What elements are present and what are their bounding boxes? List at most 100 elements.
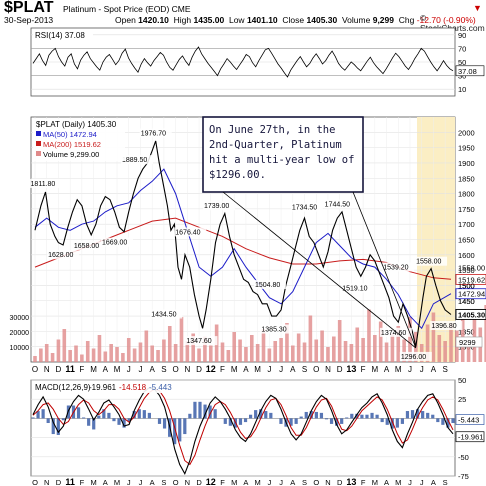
macd-histogram-bar bbox=[198, 401, 202, 419]
macd-tick-label: -50 bbox=[458, 453, 469, 462]
macd-histogram-bar bbox=[162, 418, 167, 429]
macd-x-tick-label: 11 bbox=[65, 477, 75, 486]
ma50-last-label: 1472.94 bbox=[458, 290, 485, 299]
volume-bar bbox=[291, 345, 295, 362]
price-label-bg bbox=[415, 256, 448, 266]
volume-bar bbox=[80, 354, 84, 362]
macd-histogram-bar bbox=[360, 414, 364, 419]
macd-histogram-bar bbox=[31, 417, 35, 419]
volume-bar bbox=[361, 338, 365, 362]
macd-x-tick-label: S bbox=[161, 478, 166, 486]
volume-bar bbox=[378, 321, 383, 362]
volume-bar bbox=[285, 323, 289, 362]
macd-x-tick-label: O bbox=[173, 478, 179, 486]
volume-bar bbox=[156, 350, 160, 362]
price-x-tick-label: M bbox=[231, 365, 238, 374]
price-x-tick-label: J bbox=[267, 365, 271, 374]
volume-bar bbox=[255, 344, 260, 362]
price-label-bg bbox=[379, 327, 412, 337]
macd-histogram-bar bbox=[451, 418, 455, 424]
volume-bar bbox=[396, 326, 401, 362]
volume-bar bbox=[408, 317, 412, 362]
macd-histogram-bar bbox=[92, 418, 96, 430]
close-last-label: 1405.30 bbox=[458, 310, 485, 319]
price-label-bg bbox=[72, 241, 105, 251]
macd-histogram-bar bbox=[405, 411, 410, 419]
price-x-tick-label: A bbox=[150, 365, 156, 374]
macd-x-tick-label: 13 bbox=[346, 477, 356, 486]
volume-value: 9,299 bbox=[372, 15, 394, 25]
volume-bar bbox=[367, 309, 371, 362]
macd-x-tick-label: J bbox=[127, 478, 131, 486]
macd-x-tick-label: J bbox=[408, 478, 412, 486]
macd-legend-signal: -14.518 bbox=[119, 383, 147, 392]
price-label: 1976.70 bbox=[141, 130, 166, 137]
volume-bar bbox=[91, 348, 96, 362]
rsi-legend-bg bbox=[33, 30, 93, 40]
macd-x-tick-label: J bbox=[139, 478, 143, 486]
price-x-tick-label: O bbox=[173, 365, 179, 374]
macd-histogram-bar bbox=[178, 418, 182, 442]
price-label-bg bbox=[150, 309, 183, 319]
price-x-tick-label: F bbox=[361, 365, 366, 374]
volume-bar bbox=[115, 347, 119, 362]
macd-x-tick-label: O bbox=[32, 478, 38, 486]
low-value: 1401.10 bbox=[246, 15, 278, 25]
price-label-bg bbox=[323, 199, 356, 209]
macd-histogram-bar bbox=[208, 405, 212, 419]
volume-bar bbox=[302, 342, 307, 362]
macd-histogram-bar bbox=[97, 415, 101, 419]
macd-histogram-bar bbox=[355, 413, 359, 419]
macd-x-tick-label: M bbox=[395, 478, 401, 486]
macd-histogram-bar bbox=[254, 410, 258, 419]
macd-histogram-bar bbox=[76, 407, 81, 419]
price-x-tick-label: 11 bbox=[65, 364, 75, 374]
volume-label: Volume bbox=[341, 15, 371, 25]
macd-histogram-bar bbox=[137, 409, 141, 419]
price-tick-label: 1800 bbox=[458, 190, 475, 199]
price-x-tick-label: J bbox=[279, 365, 283, 374]
annotation-arrow-right bbox=[352, 191, 417, 349]
ticker-symbol: $PLAT bbox=[4, 0, 54, 16]
ma50-legend: MA(50) 1472.94 bbox=[43, 130, 97, 139]
volume-bar bbox=[132, 348, 137, 362]
volume-last-label: 9299 bbox=[459, 338, 476, 347]
macd-histogram-bar bbox=[304, 411, 308, 419]
volume-bar bbox=[50, 353, 55, 362]
macd-signal-line bbox=[32, 388, 454, 466]
rsi-last-box bbox=[455, 65, 485, 77]
macd-last-label: -5.443 bbox=[458, 416, 479, 425]
price-tick-label: 1900 bbox=[458, 159, 475, 168]
volume-tick-label: 20000 bbox=[10, 330, 30, 337]
macd-histogram-bar bbox=[324, 418, 329, 420]
volume-bar bbox=[373, 335, 377, 362]
macd-panel bbox=[30, 379, 456, 477]
price-tick-label: 1600 bbox=[458, 251, 475, 260]
macd-histogram-bar bbox=[183, 418, 187, 435]
macd-histogram-bar bbox=[41, 409, 45, 419]
ma200-last-label: 1519.62 bbox=[458, 275, 485, 284]
price-x-tick-label: O bbox=[32, 365, 38, 374]
annotation-line: $1296.00. bbox=[209, 169, 266, 181]
price-tick-label: 1650 bbox=[458, 236, 475, 245]
low-label: Low bbox=[228, 15, 245, 25]
price-x-tick-label: A bbox=[103, 365, 109, 374]
macd-tick-label: 25 bbox=[458, 395, 466, 404]
rsi-line bbox=[32, 46, 454, 78]
macd-histogram-bar bbox=[415, 409, 420, 419]
price-x-tick-label: N bbox=[44, 365, 50, 374]
price-tick-label: 2000 bbox=[458, 128, 475, 137]
macd-histogram-bar bbox=[51, 418, 55, 435]
macd-x-tick-label: N bbox=[325, 478, 330, 486]
macd-x-tick-label: A bbox=[384, 478, 389, 486]
macd-x-tick-label: S bbox=[443, 478, 448, 486]
volume-bar bbox=[449, 323, 453, 362]
macd-histogram-bar bbox=[294, 418, 298, 424]
annotation-line: On June 27th, in the bbox=[209, 124, 335, 136]
macd-histogram-bar bbox=[441, 418, 445, 425]
price-label: 1744.50 bbox=[325, 202, 350, 209]
macd-x-tick-label: M bbox=[372, 478, 378, 486]
macd-histogram-bar bbox=[340, 418, 344, 424]
macd-histogram-bar bbox=[385, 418, 389, 425]
price-label-bg bbox=[29, 178, 62, 188]
